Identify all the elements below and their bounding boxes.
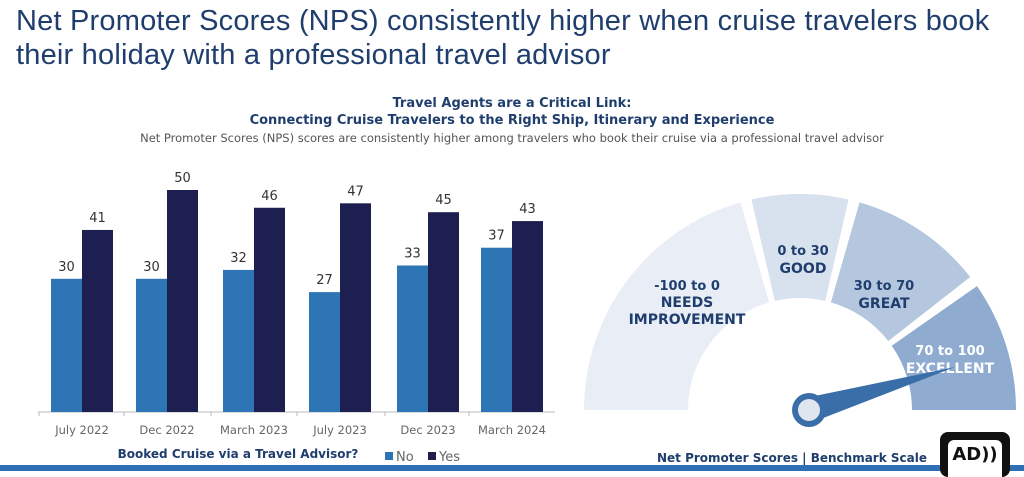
bar-yes — [167, 190, 198, 412]
gauge-needle — [805, 367, 955, 420]
x-tick-label: March 2023 — [220, 423, 288, 437]
data-label: 30 — [143, 260, 160, 275]
gauge-range: 30 to 70 — [854, 279, 914, 294]
data-label: 27 — [316, 273, 333, 288]
gauge-range: 70 to 100 — [915, 344, 984, 359]
legend-swatch-yes — [428, 452, 436, 460]
gauge-needle-hub — [798, 399, 820, 421]
bar-yes — [512, 221, 543, 412]
page-title: Net Promoter Scores (NPS) consistently h… — [16, 5, 990, 71]
gauge-range: 0 to 30 — [777, 244, 828, 259]
bar-no — [51, 278, 82, 412]
gauge-caption: Net Promoter Scores | Benchmark Scale — [657, 451, 927, 465]
bar-yes — [340, 203, 371, 412]
gauge-range: -100 to 0 — [654, 279, 720, 294]
gauge-label-part: NEEDS — [661, 295, 714, 311]
bar-no — [397, 265, 428, 412]
x-tick-label: July 2022 — [54, 423, 109, 437]
x-tick-label: March 2024 — [478, 423, 546, 437]
gauge-segment — [751, 194, 849, 301]
legend-label-no: No — [396, 450, 414, 465]
gauge-segment — [584, 202, 770, 410]
company-logo: AD)) — [940, 432, 1010, 477]
data-label: 33 — [404, 246, 421, 261]
bar-no — [309, 292, 340, 412]
subtitle-2: Connecting Cruise Travelers to the Right… — [249, 113, 775, 128]
data-label: 45 — [435, 193, 452, 208]
x-tick-label: July 2023 — [312, 423, 367, 437]
data-label: 50 — [174, 171, 191, 186]
bar-yes — [254, 207, 285, 412]
data-label: 43 — [519, 202, 536, 217]
x-tick-label: Dec 2023 — [400, 423, 455, 437]
data-label: 41 — [89, 211, 106, 226]
legend-label-yes: Yes — [438, 450, 460, 465]
bar-no — [481, 247, 512, 412]
subtitle-3: Net Promoter Scores (NPS) scores are con… — [140, 131, 884, 145]
gauge-label: GOOD — [780, 261, 827, 277]
data-label: 32 — [230, 251, 247, 266]
data-label: 47 — [347, 184, 364, 199]
subtitle-1: Travel Agents are a Critical Link: — [392, 96, 632, 111]
legend-swatch-no — [385, 452, 393, 460]
data-label: 37 — [488, 229, 505, 244]
bottom-rule — [0, 465, 1024, 471]
bar-yes — [82, 229, 113, 412]
data-label: 30 — [58, 260, 75, 275]
data-label: 46 — [261, 189, 278, 204]
gauge-label: GREAT — [858, 296, 910, 312]
bar-yes — [428, 212, 459, 412]
x-tick-label: Dec 2022 — [139, 423, 194, 437]
bar-no — [136, 278, 167, 412]
bar-no — [223, 269, 254, 412]
gauge-segment — [830, 202, 971, 342]
x-axis-title: Booked Cruise via a Travel Advisor? — [118, 447, 359, 461]
gauge-label-part: IMPROVEMENT — [629, 312, 746, 328]
